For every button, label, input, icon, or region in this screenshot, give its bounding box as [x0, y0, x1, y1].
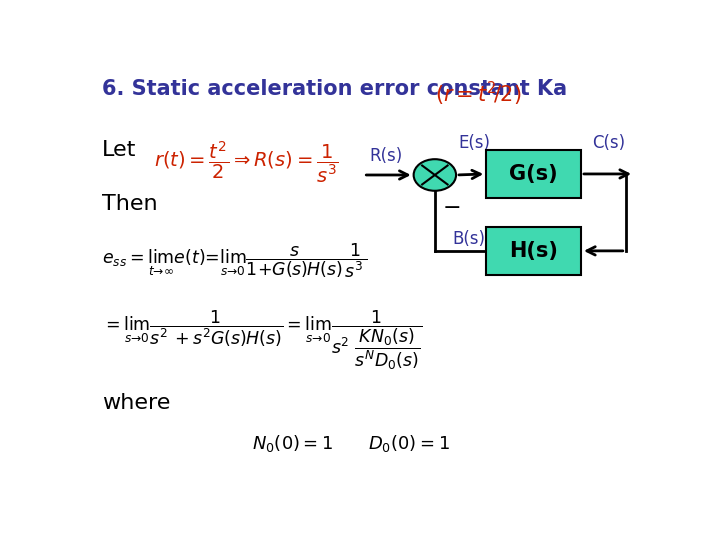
Text: G(s): G(s) [509, 164, 558, 184]
Text: H(s): H(s) [509, 241, 558, 261]
Text: $=\lim_{s\to 0}\dfrac{1}{s^2+s^2G(s)H(s)}=\lim_{s\to 0}\dfrac{1}{s^2\,\dfrac{KN_: $=\lim_{s\to 0}\dfrac{1}{s^2+s^2G(s)H(s)… [102, 308, 423, 372]
Text: E(s): E(s) [459, 134, 490, 152]
FancyBboxPatch shape [486, 150, 581, 198]
Text: −: − [443, 198, 462, 218]
Text: where: where [102, 393, 171, 413]
Text: $r(t)=\dfrac{t^2}{2}\Rightarrow R(s)=\dfrac{1}{s^3}$: $r(t)=\dfrac{t^2}{2}\Rightarrow R(s)=\df… [154, 140, 338, 185]
FancyBboxPatch shape [486, 227, 581, 275]
Text: $e_{ss}=\lim_{t\to\infty}e(t)=\lim_{s\to 0}\dfrac{s}{1+G(s)H(s)}\dfrac{1}{s^3}$: $e_{ss}=\lim_{t\to\infty}e(t)=\lim_{s\to… [102, 241, 368, 280]
Text: B(s): B(s) [453, 230, 486, 248]
Text: Then: Then [102, 194, 158, 214]
Text: Let: Let [102, 140, 137, 160]
Text: $(r=t^2\!/2)$: $(r=t^2\!/2)$ [435, 79, 521, 107]
Text: $N_0(0)=1\qquad D_0(0)=1$: $N_0(0)=1\qquad D_0(0)=1$ [252, 433, 449, 454]
Text: 6. Static acceleration error constant Ka: 6. Static acceleration error constant Ka [102, 79, 575, 99]
Text: C(s): C(s) [593, 134, 626, 152]
Circle shape [413, 159, 456, 191]
Text: R(s): R(s) [369, 146, 402, 165]
